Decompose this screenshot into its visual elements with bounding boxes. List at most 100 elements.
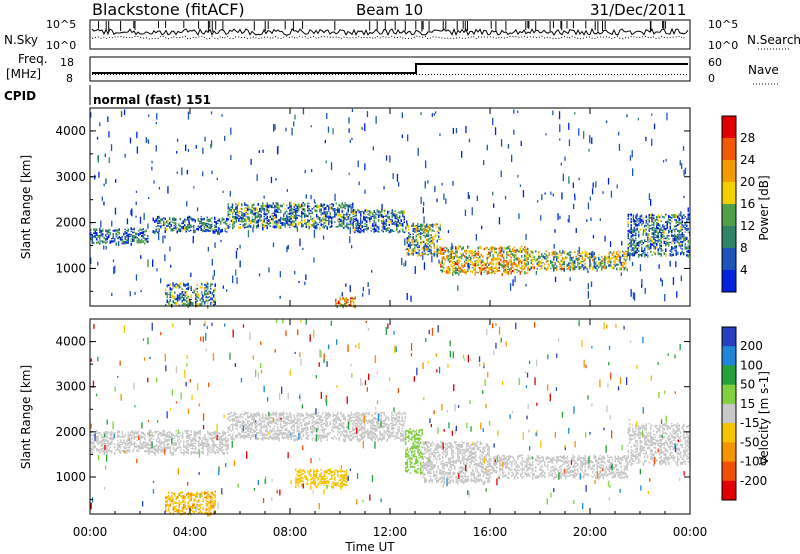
power-cell [160, 218, 162, 222]
velocity-cell [371, 418, 373, 422]
power-noise-cell [162, 235, 164, 244]
power-cell [313, 224, 315, 228]
power-cell [662, 233, 664, 235]
velocity-cell [238, 416, 240, 419]
velocity-cell [295, 417, 297, 421]
velocity-cell [428, 475, 430, 477]
power-cell [345, 297, 347, 301]
power-cell [411, 252, 413, 255]
velocity-cell [481, 469, 483, 473]
power-cell [181, 229, 183, 232]
velocity-cell [256, 412, 258, 415]
power-cell [350, 210, 352, 214]
power-noise-cell [364, 189, 366, 194]
power-noise-cell [651, 216, 653, 222]
velocity-cell [431, 479, 433, 483]
velocity-cell [172, 437, 174, 440]
velocity-cell [204, 436, 206, 438]
power-ytick-label: 3000 [55, 170, 86, 184]
power-cell [623, 261, 625, 266]
velocity-cell [117, 430, 119, 434]
velocity-cell [584, 461, 586, 466]
velocity-cell [436, 478, 438, 480]
power-cell [677, 215, 679, 219]
power-noise-cell [680, 275, 682, 282]
power-noise-cell [90, 257, 92, 265]
power-cell [595, 256, 597, 260]
power-cell [358, 222, 360, 225]
power-cell [141, 231, 143, 235]
velocity-cell [133, 448, 135, 450]
power-cell [141, 238, 143, 241]
velocity-cell [488, 476, 490, 480]
power-cell [515, 249, 517, 254]
velocity-cell [428, 479, 430, 483]
power-cell [433, 250, 435, 253]
power-colorbar-swatch [722, 270, 736, 293]
velocity-cell [475, 470, 477, 472]
power-noise-cell [112, 259, 115, 263]
power-cell [495, 258, 497, 261]
power-noise-cell [202, 293, 204, 301]
velocity-cell [541, 460, 543, 463]
power-cell [642, 227, 644, 229]
power-cell [181, 294, 183, 299]
velocity-cell [207, 452, 209, 456]
velocity-cell [581, 465, 583, 468]
velocity-cell [322, 423, 324, 426]
power-noise-cell [590, 217, 592, 221]
velocity-cell [232, 425, 234, 428]
power-cell [581, 251, 583, 254]
power-cell [453, 261, 455, 263]
power-cell [295, 220, 297, 222]
velocity-cell [193, 436, 195, 441]
velocity-cell [277, 435, 279, 440]
velocity-cell [386, 438, 388, 442]
velocity-cell [536, 455, 538, 459]
velocity-cell [420, 435, 422, 437]
power-cell [277, 210, 279, 213]
velocity-cell [412, 454, 414, 458]
power-cell [409, 244, 411, 249]
power-cell [453, 255, 455, 260]
power-noise-cell [457, 285, 459, 291]
velocity-cell [445, 451, 447, 454]
power-cell [420, 227, 422, 231]
power-cell [456, 263, 458, 266]
power-noise-cell [305, 194, 307, 199]
velocity-cell [418, 442, 420, 445]
velocity-cell [292, 432, 294, 435]
power-cell [190, 287, 192, 291]
power-cell [554, 262, 556, 266]
power-cell [456, 259, 458, 263]
velocity-cell [424, 448, 426, 452]
velocity-cell [482, 463, 484, 465]
power-cell [157, 231, 159, 234]
velocity-cell [418, 434, 420, 436]
power-cell [280, 222, 282, 224]
velocity-cell [265, 429, 267, 433]
power-cell [230, 209, 232, 212]
power-cell [343, 210, 345, 213]
power-noise-cell [633, 239, 635, 244]
power-cell [323, 210, 325, 215]
velocity-cell [458, 470, 460, 474]
velocity-cell [211, 446, 213, 448]
velocity-cell [611, 471, 613, 475]
power-cell [292, 211, 294, 215]
velocity-cell [151, 433, 153, 437]
velocity-cell [227, 417, 229, 421]
power-cell [245, 211, 247, 213]
velocity-cell [481, 461, 483, 465]
velocity-cell [617, 473, 619, 478]
velocity-cell [120, 451, 122, 454]
power-cell [440, 263, 442, 268]
velocity-cell [346, 436, 348, 438]
power-noise-cell [676, 291, 678, 298]
velocity-cell [514, 459, 516, 461]
velocity-cell [584, 457, 586, 462]
power-cell [491, 261, 493, 266]
power-noise-cell [207, 246, 209, 252]
